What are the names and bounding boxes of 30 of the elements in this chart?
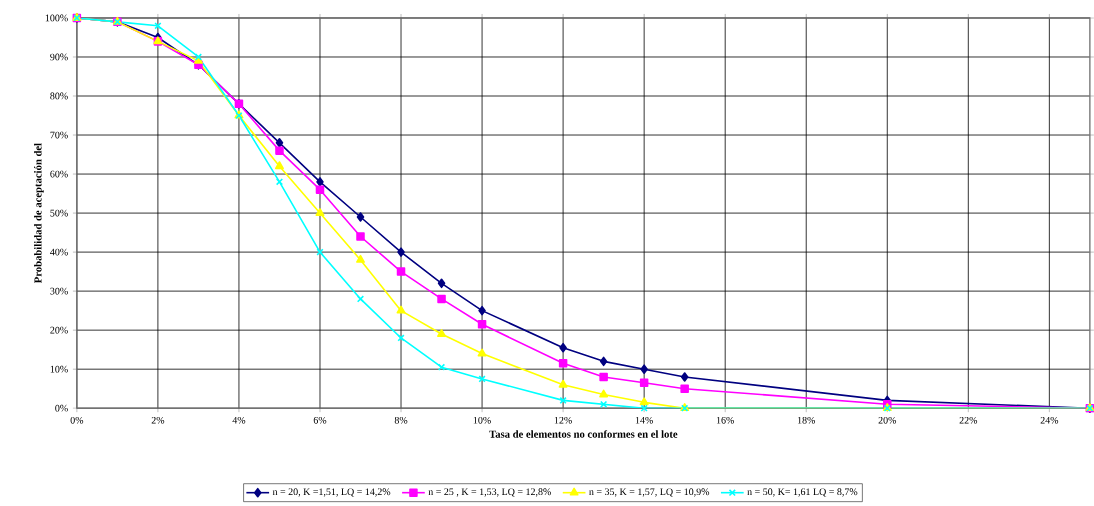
y-tick-label: 40% (50, 248, 68, 256)
y-axis-title: Probabilidad de aceptación del (34, 143, 44, 284)
y-tick-label: 50% (50, 209, 68, 217)
y-tick-label: 10% (50, 365, 68, 373)
y-tick-label: 0% (55, 404, 68, 412)
x-tick-label: 14% (635, 416, 653, 424)
y-tick-label: 20% (50, 326, 68, 334)
y-tick-label: 80% (50, 92, 68, 100)
x-tick-label: 16% (716, 416, 734, 424)
legend-label: n = 50, K= 1,61 LQ = 8,7% (747, 488, 858, 497)
y-tick-label: 70% (50, 131, 68, 139)
x-tick-label: 10% (473, 416, 491, 424)
y-tick-label: 60% (50, 170, 68, 178)
y-tick-label: 100% (45, 14, 68, 22)
legend-label: n = 25 , K = 1,53, LQ = 12,8% (428, 488, 551, 497)
x-axis-title: Tasa de elementos no conformes en el lote (489, 430, 678, 438)
legend-label: n = 35, K = 1,57, LQ = 10,9% (589, 488, 710, 497)
x-tick-label: 4% (232, 416, 246, 424)
y-tick-label: 30% (50, 287, 68, 295)
legend-label: n = 20, K =1,51, LQ = 14,2% (272, 488, 391, 497)
x-tick-label: 6% (313, 416, 327, 424)
x-tick-label: 8% (394, 416, 408, 424)
x-tick-label: 0% (70, 416, 84, 424)
x-tick-label: 22% (959, 416, 978, 424)
x-tick-label: 20% (878, 416, 897, 424)
x-tick-label: 18% (797, 416, 816, 424)
x-tick-label: 12% (554, 416, 572, 424)
x-tick-label: 24% (1040, 416, 1059, 424)
y-tick-label: 90% (50, 53, 68, 61)
x-tick-label: 2% (151, 416, 165, 424)
